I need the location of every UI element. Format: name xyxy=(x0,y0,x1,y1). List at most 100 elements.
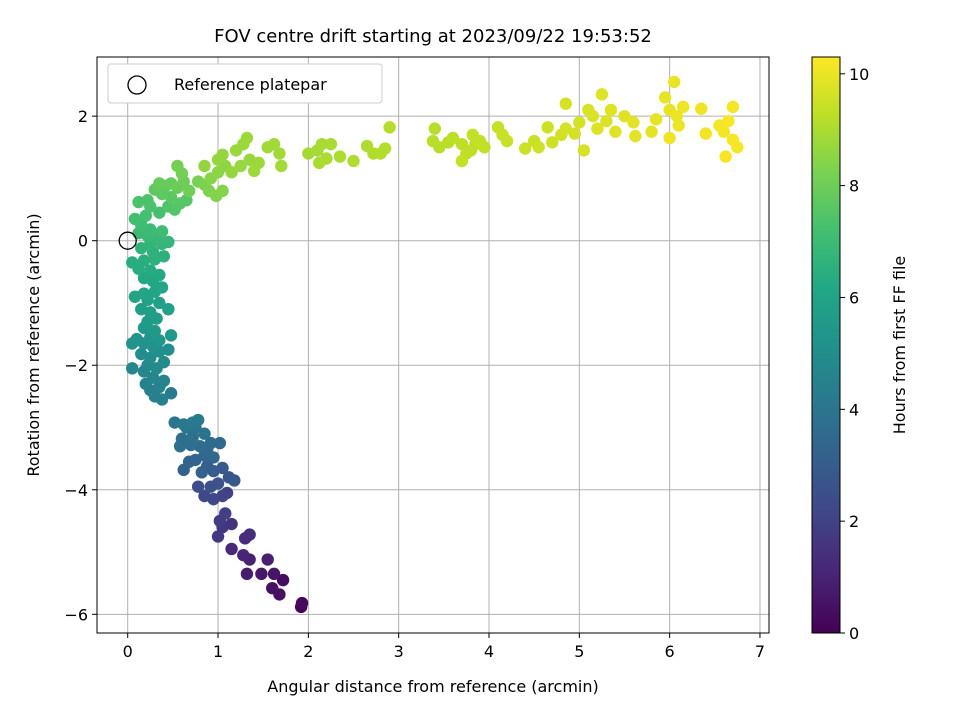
data-point xyxy=(211,477,225,490)
data-point xyxy=(267,137,281,151)
data-point xyxy=(618,109,631,123)
data-point xyxy=(191,480,205,493)
data-point xyxy=(295,596,309,610)
data-point xyxy=(559,97,572,110)
x-tick-label: 7 xyxy=(755,642,765,661)
data-point xyxy=(568,127,582,140)
y-tick-label: −6 xyxy=(64,605,88,624)
data-point xyxy=(126,362,139,375)
data-point xyxy=(130,332,143,346)
x-tick-label: 0 xyxy=(123,642,133,661)
data-point xyxy=(137,287,151,300)
data-point xyxy=(670,109,684,123)
data-point xyxy=(216,148,229,161)
x-axis-label: Angular distance from reference (arcmin) xyxy=(267,677,598,696)
data-point xyxy=(255,567,268,581)
colorbar-ticks: 0 2 4 6 8 10 xyxy=(840,65,869,643)
colorbar-label: Hours from first FF file xyxy=(890,256,909,435)
data-point xyxy=(128,212,142,226)
data-point xyxy=(146,371,160,384)
reference-platepar-marker xyxy=(118,231,137,250)
data-point xyxy=(182,184,196,198)
axes-frame xyxy=(96,56,770,634)
data-point xyxy=(320,152,333,165)
data-point xyxy=(175,432,189,445)
data-point xyxy=(627,116,640,129)
data-point xyxy=(726,100,740,114)
data-point xyxy=(135,347,148,361)
data-point xyxy=(500,134,514,148)
data-point xyxy=(600,114,613,128)
data-point xyxy=(577,144,591,157)
data-point xyxy=(645,125,658,138)
data-point xyxy=(315,137,329,151)
data-point xyxy=(225,542,238,556)
data-point xyxy=(658,91,672,104)
data-point xyxy=(135,302,148,316)
plot-area: 0 1 2 3 4 5 6 7 −6 −4 −2 0 2 xyxy=(64,56,770,661)
data-point xyxy=(719,150,732,163)
data-point xyxy=(157,374,171,388)
data-point xyxy=(198,489,211,503)
data-point xyxy=(586,109,600,123)
colorbar: 0 2 4 6 8 10 Hours from first FF file xyxy=(811,56,909,643)
data-point xyxy=(162,302,175,316)
colorbar-tick-label: 4 xyxy=(849,400,859,419)
data-point xyxy=(559,122,572,135)
data-point xyxy=(672,119,685,132)
data-point xyxy=(137,254,151,267)
data-point xyxy=(266,581,279,595)
colorbar-tick-label: 2 xyxy=(849,512,859,531)
x-tick-label: 4 xyxy=(484,642,494,661)
data-point xyxy=(695,102,708,115)
data-point xyxy=(466,128,479,142)
colorbar-tick-label: 6 xyxy=(849,288,859,307)
data-point xyxy=(455,154,469,168)
data-point xyxy=(261,553,274,566)
y-axis-label: Rotation from reference (arcmin) xyxy=(24,213,43,476)
colorbar-gradient xyxy=(811,56,841,634)
colorbar-tick-label: 10 xyxy=(849,65,869,84)
data-point xyxy=(171,159,184,173)
y-tick-label: 2 xyxy=(78,107,88,126)
data-point xyxy=(153,206,166,219)
data-point xyxy=(240,131,254,145)
data-point xyxy=(433,141,446,154)
data-point xyxy=(162,343,175,356)
data-point xyxy=(237,548,250,562)
data-point xyxy=(211,530,225,543)
x-tick-label: 6 xyxy=(665,642,675,661)
data-point xyxy=(276,573,290,587)
data-point xyxy=(609,125,622,138)
data-point xyxy=(216,184,229,198)
data-point xyxy=(157,250,171,263)
data-point xyxy=(722,114,735,128)
data-point xyxy=(198,159,211,173)
data-point xyxy=(667,75,681,89)
data-point xyxy=(234,159,247,173)
data-point xyxy=(153,334,166,347)
data-point xyxy=(164,329,178,342)
data-point xyxy=(604,103,618,117)
legend: Reference platepar xyxy=(107,63,383,104)
data-point xyxy=(228,474,241,487)
data-point xyxy=(126,256,139,269)
data-point xyxy=(198,427,211,440)
data-point xyxy=(731,141,744,154)
data-point xyxy=(275,159,288,173)
colorbar-tick-label: 0 xyxy=(849,624,859,643)
y-tick-label: −4 xyxy=(64,481,88,500)
data-point xyxy=(164,387,178,400)
data-point xyxy=(180,194,193,207)
data-point xyxy=(383,121,396,134)
data-point xyxy=(225,166,238,179)
data-point xyxy=(219,507,232,520)
x-tick-label: 5 xyxy=(574,642,584,661)
data-point xyxy=(148,324,162,338)
data-point xyxy=(186,430,199,444)
data-point xyxy=(699,127,712,140)
data-point xyxy=(455,137,469,151)
data-point xyxy=(243,528,256,541)
legend-entry-reference: Reference platepar xyxy=(174,75,327,94)
